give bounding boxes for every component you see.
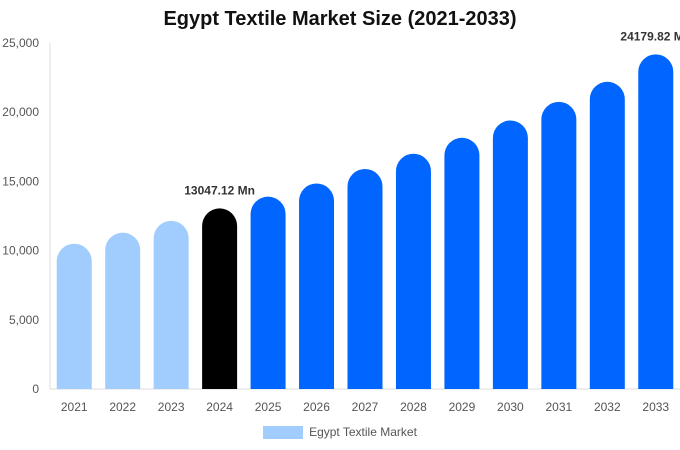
x-tick-label: 2027 <box>352 400 379 414</box>
x-tick-label: 2023 <box>158 400 185 414</box>
bar-2025 <box>250 196 286 389</box>
y-tick-label: 0 <box>32 382 39 396</box>
x-tick-label: 2032 <box>594 400 621 414</box>
y-tick-label: 25,000 <box>2 36 39 50</box>
bar-2021 <box>56 243 92 389</box>
bar-2024 <box>202 208 238 389</box>
x-tick-label: 2025 <box>255 400 282 414</box>
data-label-2033: 24179.82 Mn <box>620 29 680 43</box>
bar-2027 <box>347 168 383 389</box>
x-tick-label: 2024 <box>206 400 233 414</box>
y-tick-label: 10,000 <box>2 244 39 258</box>
y-tick-label: 15,000 <box>2 174 39 188</box>
x-tick-label: 2033 <box>642 400 669 414</box>
bar-2031 <box>541 101 577 389</box>
x-tick-label: 2021 <box>61 400 88 414</box>
bar-2022 <box>105 232 141 389</box>
data-label-2024: 13047.12 Mn <box>184 183 255 197</box>
x-tick-label: 2028 <box>400 400 427 414</box>
bar-2029 <box>444 137 480 389</box>
bar-2030 <box>492 120 528 389</box>
x-tick-label: 2031 <box>545 400 572 414</box>
chart-title: Egypt Textile Market Size (2021-2033) <box>163 8 517 30</box>
bar-2026 <box>299 183 335 389</box>
x-tick-label: 2022 <box>109 400 136 414</box>
legend: Egypt Textile Market <box>0 425 680 439</box>
bar-2023 <box>153 220 189 389</box>
bar-2028 <box>395 153 431 389</box>
x-tick-label: 2026 <box>303 400 330 414</box>
legend-label: Egypt Textile Market <box>309 425 417 439</box>
bar-2033 <box>638 54 674 389</box>
x-tick-label: 2029 <box>449 400 476 414</box>
x-tick-label: 2030 <box>497 400 524 414</box>
y-tick-label: 20,000 <box>2 105 39 119</box>
legend-swatch <box>263 425 304 439</box>
bar-2032 <box>589 81 625 389</box>
y-tick-label: 5,000 <box>9 313 39 327</box>
